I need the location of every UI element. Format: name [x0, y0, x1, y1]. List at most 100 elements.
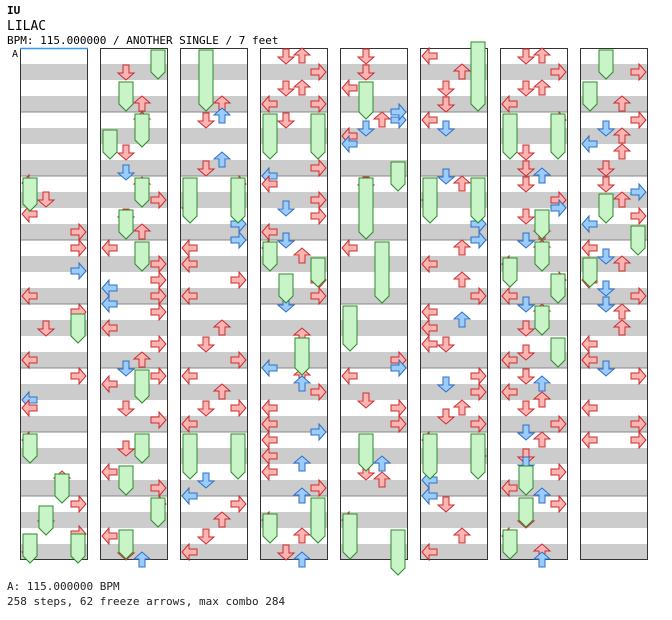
beat-stripe [20, 128, 88, 144]
beat-stripe [500, 416, 568, 432]
right-arrow-icon [630, 62, 647, 82]
beat-stripe [340, 224, 408, 240]
down-arrow-icon [436, 120, 456, 137]
right-arrow-icon [630, 430, 647, 450]
left-arrow-icon [101, 374, 118, 394]
down-arrow-icon [436, 80, 456, 97]
right-arrow-icon [310, 62, 327, 82]
right-arrow-icon [150, 302, 167, 322]
right-arrow-icon [230, 398, 247, 418]
down-arrow-icon [516, 80, 536, 97]
down-arrow-icon [196, 160, 216, 177]
left-arrow-icon [101, 294, 118, 314]
down-arrow-icon [596, 120, 616, 137]
left-arrow-icon [421, 254, 438, 274]
down-arrow-icon [436, 408, 456, 425]
beat-stripe [260, 416, 328, 432]
right-arrow-icon [70, 366, 87, 386]
down-arrow-icon [196, 528, 216, 545]
beat-stripe [20, 512, 88, 528]
left-arrow-icon [101, 278, 118, 298]
right-arrow-icon [70, 494, 87, 514]
down-arrow-icon [436, 168, 456, 185]
left-arrow-icon [581, 334, 598, 354]
left-arrow-icon [261, 462, 278, 482]
down-arrow-icon [596, 248, 616, 265]
beat-stripe [260, 224, 328, 240]
left-arrow-icon [501, 94, 518, 114]
beat-stripe [260, 320, 328, 336]
right-arrow-icon [630, 414, 647, 434]
beat-stripe [420, 544, 488, 560]
up-arrow-icon [212, 95, 232, 112]
freeze-arrow-icon [150, 49, 166, 80]
beat-stripe [100, 320, 168, 336]
beat-stripe [420, 160, 488, 176]
beat-stripe [340, 96, 408, 112]
freeze-arrow-icon [582, 81, 598, 112]
beat-stripe [580, 480, 648, 496]
column-border [340, 48, 408, 560]
beat-stripe [260, 544, 328, 560]
left-arrow-icon [421, 110, 438, 130]
freeze-arrow-icon [550, 113, 566, 160]
left-arrow-icon [341, 134, 358, 154]
left-arrow-icon [581, 134, 598, 154]
beat-stripe [20, 480, 88, 496]
beat-stripe [20, 160, 88, 176]
up-arrow-icon [212, 383, 232, 400]
freeze-arrow-icon [550, 337, 566, 368]
left-arrow-icon [341, 238, 358, 258]
freeze-arrow-icon [470, 433, 486, 480]
down-arrow-icon [356, 464, 376, 481]
down-arrow-icon [116, 400, 136, 417]
beat-stripe [340, 384, 408, 400]
freeze-arrow-icon [262, 241, 278, 272]
beat-stripe [100, 288, 168, 304]
freeze-arrow-icon [118, 465, 134, 496]
beat-stripe [500, 384, 568, 400]
down-arrow-icon [276, 48, 296, 65]
left-arrow-icon [261, 222, 278, 242]
freeze-arrow-icon [118, 529, 134, 560]
up-arrow-icon [452, 63, 472, 80]
down-arrow-icon [356, 392, 376, 409]
left-arrow-icon [421, 46, 438, 66]
freeze-arrow-icon [134, 241, 150, 272]
freeze-arrow-icon [22, 177, 38, 212]
beat-stripe [260, 480, 328, 496]
up-arrow-icon [132, 551, 152, 568]
beat-stripe [180, 224, 248, 240]
freeze-arrow-icon [358, 81, 374, 120]
right-arrow-icon [230, 494, 247, 514]
left-arrow-icon [501, 478, 518, 498]
beat-stripe [180, 544, 248, 560]
right-arrow-icon [310, 206, 327, 226]
left-arrow-icon [581, 214, 598, 234]
freeze-arrow-icon [294, 337, 310, 376]
right-arrow-icon [150, 190, 167, 210]
beat-stripe [340, 128, 408, 144]
freeze-arrow-icon [582, 257, 598, 288]
freeze-arrow-icon [22, 533, 38, 564]
down-arrow-icon [596, 296, 616, 313]
down-arrow-icon [356, 120, 376, 137]
right-arrow-icon [70, 222, 87, 242]
right-arrow-icon [470, 382, 487, 402]
beat-stripe [580, 192, 648, 208]
down-arrow-icon [436, 336, 456, 353]
left-arrow-icon [581, 398, 598, 418]
freeze-arrow-icon [502, 113, 518, 160]
down-arrow-icon [596, 160, 616, 177]
right-arrow-icon [150, 410, 167, 430]
beat-stripe [20, 224, 88, 240]
left-arrow-icon [501, 382, 518, 402]
freeze-arrow-icon [358, 177, 374, 240]
freeze-arrow-icon [310, 497, 326, 544]
freeze-arrow-icon [470, 177, 486, 224]
up-arrow-icon [132, 95, 152, 112]
down-arrow-icon [516, 144, 536, 161]
left-arrow-icon [501, 350, 518, 370]
beat-stripe [260, 192, 328, 208]
beat-stripe [100, 448, 168, 464]
